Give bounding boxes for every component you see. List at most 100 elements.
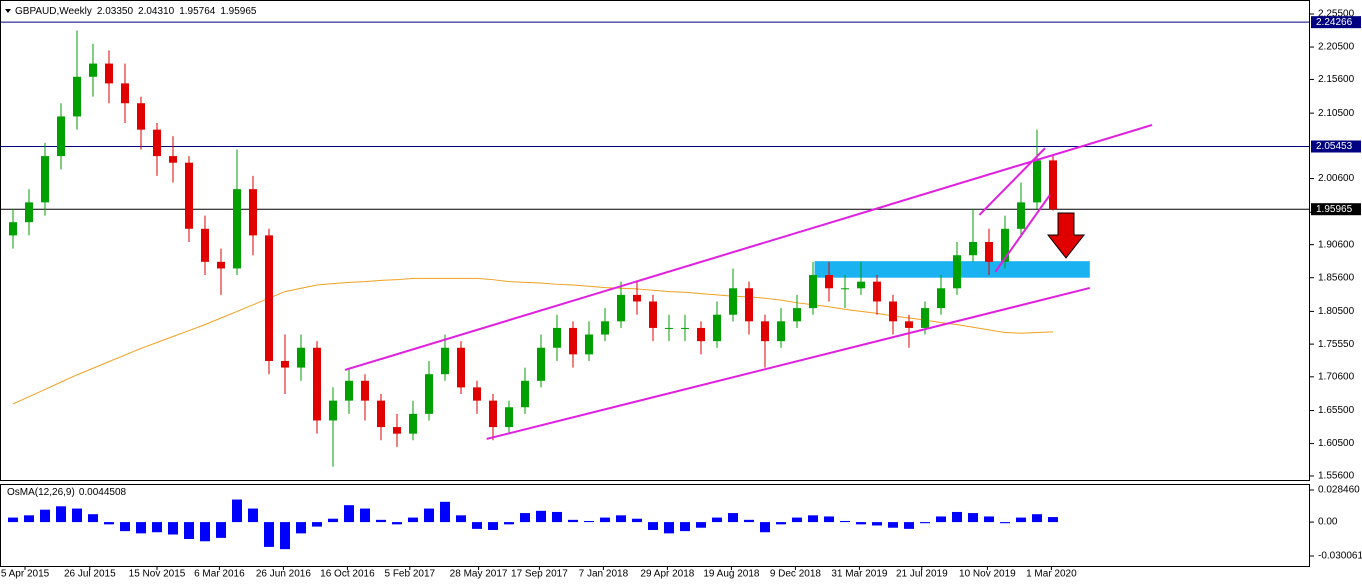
candle-body <box>9 222 17 236</box>
candle-body <box>41 156 49 203</box>
indicator-bar <box>136 522 146 534</box>
x-tick-label: 10 Nov 2019 <box>959 569 1016 580</box>
indicator-bar <box>504 522 514 525</box>
indicator-bar <box>440 501 450 523</box>
trendline <box>978 147 1046 216</box>
down-arrow <box>1046 212 1086 259</box>
indicator-bar <box>88 514 98 523</box>
candle-body <box>681 327 689 329</box>
open-value: 2.03350 <box>97 6 134 17</box>
indicator-bar <box>104 522 114 525</box>
candle-body <box>505 407 513 428</box>
indicator-bar <box>280 522 290 550</box>
candle-body <box>1017 202 1025 229</box>
x-tick-label: 19 Aug 2018 <box>703 569 760 580</box>
trendline <box>486 286 1091 440</box>
x-tick-label: 1 Mar 2020 <box>1026 569 1077 580</box>
y-tick-label: 2.20500 <box>1318 42 1355 53</box>
indicator-bar <box>840 520 850 523</box>
indicator-bar <box>1048 517 1058 523</box>
candle-body <box>921 308 929 328</box>
candle-body <box>857 281 865 289</box>
low-value: 1.95764 <box>179 6 216 17</box>
indicator-bar <box>488 522 498 530</box>
candle-body <box>777 321 785 342</box>
indicator-bar <box>408 517 418 523</box>
candle-body <box>793 308 801 322</box>
indicator-bar <box>936 516 946 523</box>
price-label-box <box>1311 140 1361 153</box>
indicator-bar <box>648 522 658 530</box>
candle-body <box>185 162 193 229</box>
indicator-bar <box>1016 517 1026 523</box>
candle-body <box>761 321 769 342</box>
indicator-bar <box>632 518 642 523</box>
y-tick-label: 1.60500 <box>1318 438 1355 449</box>
indicator-bar <box>568 519 578 523</box>
indicator-bar <box>168 522 178 535</box>
candle-body <box>521 380 529 408</box>
x-tick-label: 9 Dec 2018 <box>770 569 822 580</box>
indicator-bar <box>584 520 594 523</box>
candle-body <box>569 327 577 355</box>
candle-body <box>697 327 705 342</box>
x-tick-label: 31 Mar 2019 <box>831 569 888 580</box>
indicator-bar <box>456 515 466 523</box>
indicator-bar <box>776 522 786 525</box>
indicator-bar <box>264 522 274 547</box>
moving-average <box>12 277 1054 405</box>
price-label: 2.24266 <box>1316 17 1353 28</box>
y-tick-label: 2.25500 <box>1318 9 1355 20</box>
candle-body <box>57 116 65 157</box>
candle-body <box>137 103 145 130</box>
symbol: GBPAUD,Weekly <box>15 6 92 17</box>
indicator-bar <box>616 515 626 523</box>
indicator-bar <box>344 505 354 523</box>
indicator-frame <box>0 484 1310 567</box>
candle-body <box>345 380 353 401</box>
indicator-bar <box>680 522 690 532</box>
x-tick-label: 5 Apr 2015 <box>1 569 50 580</box>
candle-body <box>249 189 257 236</box>
candle-body <box>489 400 497 428</box>
y-tick-label: 1.75550 <box>1318 339 1355 350</box>
candle-body <box>201 228 209 262</box>
price-label: 2.05453 <box>1316 141 1353 152</box>
high-value: 2.04310 <box>138 6 175 17</box>
candle-body <box>985 242 993 262</box>
candle-body <box>617 294 625 322</box>
indicator-bar <box>520 513 530 523</box>
candle-body <box>25 202 33 223</box>
candle-body <box>601 321 609 335</box>
candle-body <box>1001 228 1009 262</box>
candle-body <box>713 314 721 342</box>
candle-body <box>297 347 305 368</box>
candle-body <box>89 63 97 77</box>
indicator-bar <box>888 522 898 528</box>
menu-triangle <box>5 9 11 13</box>
candle-body <box>377 400 385 428</box>
main-frame <box>0 0 1310 481</box>
y-tick-label: 1.55600 <box>1318 471 1355 482</box>
x-tick-label: 17 Sep 2017 <box>511 569 568 580</box>
indicator-bar <box>360 508 370 523</box>
candle-body <box>473 387 481 401</box>
indicator-bar <box>968 513 978 523</box>
candle-body <box>441 347 449 375</box>
indicator-bar <box>296 522 306 534</box>
candle-body <box>729 288 737 315</box>
candle-body <box>633 294 641 302</box>
indicator-bar <box>24 515 34 523</box>
candle-body <box>169 156 177 163</box>
indicator-bar <box>56 506 66 523</box>
candle-body <box>1033 160 1041 203</box>
candle-body <box>409 413 417 434</box>
candle-body <box>1049 160 1057 210</box>
candle-body <box>281 360 289 368</box>
candle-body <box>889 301 897 322</box>
indicator-bar <box>392 522 402 525</box>
indicator-bar <box>712 517 722 523</box>
x-tick-label: 5 Feb 2017 <box>384 569 435 580</box>
indicator-bar <box>312 522 322 527</box>
x-tick-label: 26 Jun 2016 <box>256 569 311 580</box>
